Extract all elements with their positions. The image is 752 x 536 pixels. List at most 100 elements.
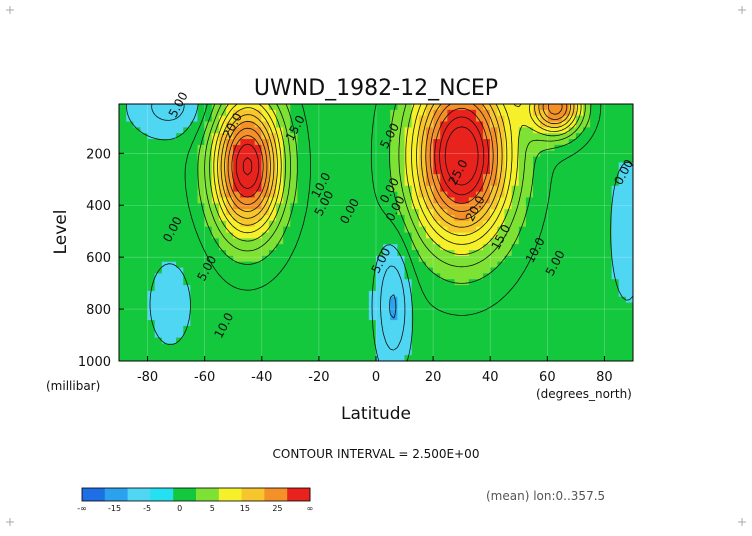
field-cell bbox=[261, 250, 270, 257]
field-cell bbox=[583, 255, 591, 263]
field-cell bbox=[611, 174, 620, 181]
field-cell bbox=[483, 343, 491, 350]
field-cell bbox=[254, 331, 263, 339]
field-cell bbox=[561, 156, 570, 164]
field-cell bbox=[204, 144, 213, 152]
field-cell bbox=[226, 133, 234, 140]
field-cell bbox=[133, 273, 142, 280]
field-cell bbox=[361, 115, 370, 123]
field-cell bbox=[133, 179, 142, 187]
field-cell bbox=[376, 220, 384, 228]
field-cell bbox=[176, 296, 184, 304]
field-cell bbox=[454, 255, 463, 263]
field-cell bbox=[511, 285, 520, 292]
field-cell bbox=[554, 197, 563, 204]
field-cell bbox=[240, 179, 249, 187]
field-cell bbox=[197, 238, 206, 245]
field-cell bbox=[540, 226, 548, 234]
field-cell bbox=[168, 174, 177, 181]
field-cell bbox=[411, 232, 420, 239]
field-cell bbox=[540, 197, 548, 204]
field-cell bbox=[490, 238, 498, 245]
field-cell bbox=[311, 203, 320, 210]
field-cell bbox=[490, 290, 498, 298]
y-axis-label: Level bbox=[51, 210, 71, 255]
field-cell bbox=[290, 273, 299, 280]
field-cell bbox=[447, 238, 456, 245]
field-cell bbox=[525, 349, 534, 356]
field-cell bbox=[390, 179, 399, 187]
field-cell bbox=[597, 121, 606, 128]
field-cell bbox=[604, 197, 613, 204]
field-cell bbox=[233, 232, 241, 239]
field-cell bbox=[568, 174, 577, 181]
field-cell bbox=[397, 139, 406, 146]
field-cell bbox=[326, 320, 334, 327]
field-cell bbox=[483, 220, 491, 228]
field-cell bbox=[383, 150, 391, 158]
field-cell bbox=[440, 109, 448, 117]
field-cell bbox=[604, 337, 613, 345]
field-cell bbox=[226, 109, 234, 117]
field-cell bbox=[254, 320, 263, 327]
field-cell bbox=[326, 179, 334, 187]
field-cell bbox=[318, 179, 327, 187]
field-cell bbox=[161, 162, 170, 169]
field-cell bbox=[511, 162, 520, 169]
field-cell bbox=[233, 331, 241, 339]
field-cell bbox=[333, 203, 341, 210]
field-cell bbox=[390, 133, 399, 140]
field-cell bbox=[433, 185, 441, 193]
field-cell bbox=[290, 355, 299, 361]
field-cell bbox=[161, 337, 170, 345]
plot-area bbox=[119, 104, 633, 361]
field-cell bbox=[468, 314, 477, 321]
field-cell bbox=[233, 162, 241, 169]
field-cell bbox=[361, 109, 370, 117]
field-cell bbox=[226, 290, 234, 298]
field-cell bbox=[290, 290, 299, 298]
field-cell bbox=[411, 331, 420, 339]
field-cell bbox=[276, 214, 284, 222]
field-cell bbox=[575, 261, 584, 269]
field-cell bbox=[140, 191, 149, 199]
field-cell bbox=[154, 156, 163, 164]
field-cell bbox=[504, 302, 513, 310]
field-cell bbox=[397, 325, 406, 333]
field-cell bbox=[361, 191, 370, 199]
field-cell bbox=[204, 174, 213, 181]
field-cell bbox=[276, 174, 284, 181]
field-cell bbox=[390, 104, 399, 111]
field-cell bbox=[525, 185, 534, 193]
field-cell bbox=[133, 203, 142, 210]
field-cell bbox=[425, 296, 434, 304]
field-cell bbox=[418, 255, 427, 263]
field-cell bbox=[425, 168, 434, 175]
field-cell bbox=[575, 302, 584, 310]
field-cell bbox=[433, 343, 441, 350]
field-cell bbox=[133, 320, 142, 327]
field-cell bbox=[376, 162, 384, 169]
field-cell bbox=[454, 244, 463, 251]
field-cell bbox=[133, 255, 142, 263]
field-cell bbox=[168, 109, 177, 117]
field-cell bbox=[533, 185, 541, 193]
field-cell bbox=[597, 220, 606, 228]
field-cell bbox=[454, 139, 463, 146]
field-cell bbox=[154, 285, 163, 292]
field-cell bbox=[326, 238, 334, 245]
field-cell bbox=[176, 290, 184, 298]
field-cell bbox=[497, 244, 506, 251]
field-cell bbox=[376, 244, 384, 251]
field-cell bbox=[583, 209, 591, 216]
field-cell bbox=[283, 285, 291, 292]
field-cell bbox=[276, 302, 284, 310]
field-cell bbox=[168, 285, 177, 292]
field-cell bbox=[176, 220, 184, 228]
field-cell bbox=[504, 355, 513, 361]
field-cell bbox=[625, 226, 633, 234]
field-cell bbox=[326, 337, 334, 345]
field-cell bbox=[376, 255, 384, 263]
